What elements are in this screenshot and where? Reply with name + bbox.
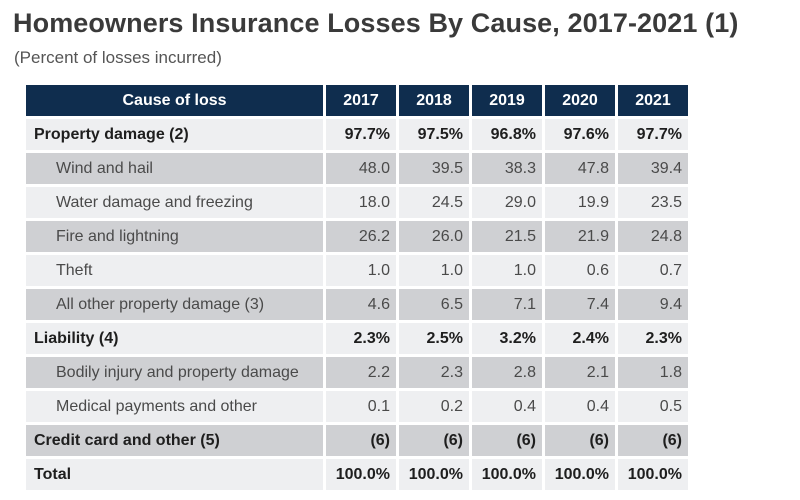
column-header-year: 2020 <box>545 85 615 116</box>
row-value-cell: 2.4% <box>545 323 615 354</box>
table-header-row: Cause of loss 2017 2018 2019 2020 2021 <box>26 85 688 116</box>
row-value-cell: 7.4 <box>545 289 615 320</box>
row-value-cell: 100.0% <box>399 459 469 490</box>
row-value-cell: 2.5% <box>399 323 469 354</box>
row-value-cell: 2.1 <box>545 357 615 388</box>
row-value-cell: 97.6% <box>545 119 615 150</box>
row-value-cell: 97.5% <box>399 119 469 150</box>
row-value-cell: 2.3% <box>326 323 396 354</box>
row-label: Wind and hail <box>26 153 323 184</box>
row-label: Credit card and other (5) <box>26 425 323 456</box>
row-value-cell: 96.8% <box>472 119 542 150</box>
row-value-cell: 23.5 <box>618 187 688 218</box>
table-row: Water damage and freezing 18.0 24.5 29.0 19.… <box>26 187 688 218</box>
row-value-cell: 39.5 <box>399 153 469 184</box>
row-value-cell: (6) <box>618 425 688 456</box>
row-value-cell: 19.9 <box>545 187 615 218</box>
row-value-cell: 1.8 <box>618 357 688 388</box>
row-value-cell: 0.4 <box>545 391 615 422</box>
row-label: Fire and lightning <box>26 221 323 252</box>
row-value-cell: (6) <box>326 425 396 456</box>
row-label: Medical payments and other <box>26 391 323 422</box>
row-value-cell: 0.4 <box>472 391 542 422</box>
column-header-year: 2017 <box>326 85 396 116</box>
row-value-cell: 100.0% <box>545 459 615 490</box>
row-value-cell: 1.0 <box>399 255 469 286</box>
row-value-cell: 24.5 <box>399 187 469 218</box>
row-value-cell: 100.0% <box>472 459 542 490</box>
row-value-cell: 29.0 <box>472 187 542 218</box>
losses-table: Cause of loss 2017 2018 2019 2020 2021 P… <box>23 82 691 493</box>
row-label: Bodily injury and property damage <box>26 357 323 388</box>
row-value-cell: (6) <box>399 425 469 456</box>
row-value-cell: (6) <box>545 425 615 456</box>
table-row: Fire and lightning 26.2 26.0 21.5 21.9 24.8 <box>26 221 688 252</box>
row-value-cell: 18.0 <box>326 187 396 218</box>
row-label: Liability (4) <box>26 323 323 354</box>
row-value-cell: 21.5 <box>472 221 542 252</box>
row-value-cell: 47.8 <box>545 153 615 184</box>
row-value-cell: 7.1 <box>472 289 542 320</box>
page-subtitle: (Percent of losses incurred) <box>14 48 222 67</box>
row-label: All other property damage (3) <box>26 289 323 320</box>
table-row: Theft 1.0 1.0 1.0 0.6 0.7 <box>26 255 688 286</box>
row-value-cell: 4.6 <box>326 289 396 320</box>
row-value-cell: 6.5 <box>399 289 469 320</box>
row-value-cell: 0.6 <box>545 255 615 286</box>
row-label: Water damage and freezing <box>26 187 323 218</box>
row-label: Total <box>26 459 323 490</box>
row-value-cell: 97.7% <box>326 119 396 150</box>
table-row: Medical payments and other 0.1 0.2 0.4 0.4 0.… <box>26 391 688 422</box>
table-row: Bodily injury and property damage 2.2 2.3 2… <box>26 357 688 388</box>
row-value-cell: 2.8 <box>472 357 542 388</box>
row-value-cell: 21.9 <box>545 221 615 252</box>
row-value-cell: 2.3 <box>399 357 469 388</box>
row-value-cell: 48.0 <box>326 153 396 184</box>
row-value-cell: (6) <box>472 425 542 456</box>
row-label: Theft <box>26 255 323 286</box>
page-title: Homeowners Insurance Losses By Cause, 20… <box>13 8 739 38</box>
row-value-cell: 3.2% <box>472 323 542 354</box>
table-row: Total 100.0% 100.0% 100.0% 100.0% 100.0% <box>26 459 688 490</box>
row-value-cell: 1.0 <box>472 255 542 286</box>
row-value-cell: 100.0% <box>618 459 688 490</box>
row-value-cell: 0.7 <box>618 255 688 286</box>
table-row: All other property damage (3) 4.6 6.5 7.1 7.… <box>26 289 688 320</box>
column-header-year: 2021 <box>618 85 688 116</box>
row-value-cell: 1.0 <box>326 255 396 286</box>
table-row: Liability (4) 2.3% 2.5% 3.2% 2.4% 2.3% <box>26 323 688 354</box>
row-value-cell: 26.2 <box>326 221 396 252</box>
row-value-cell: 2.3% <box>618 323 688 354</box>
column-header-year: 2018 <box>399 85 469 116</box>
table-row: Wind and hail 48.0 39.5 38.3 47.8 39.4 <box>26 153 688 184</box>
column-header-year: 2019 <box>472 85 542 116</box>
row-value-cell: 39.4 <box>618 153 688 184</box>
row-value-cell: 26.0 <box>399 221 469 252</box>
row-value-cell: 9.4 <box>618 289 688 320</box>
row-value-cell: 97.7% <box>618 119 688 150</box>
column-header-cause: Cause of loss <box>26 85 323 116</box>
row-value-cell: 0.2 <box>399 391 469 422</box>
row-label: Property damage (2) <box>26 119 323 150</box>
row-value-cell: 100.0% <box>326 459 396 490</box>
row-value-cell: 0.5 <box>618 391 688 422</box>
row-value-cell: 0.1 <box>326 391 396 422</box>
table-row: Credit card and other (5) (6) (6) (6) (6) (6) <box>26 425 688 456</box>
row-value-cell: 2.2 <box>326 357 396 388</box>
table-body: Property damage (2) 97.7% 97.5% 96.8% 97.6% 9… <box>26 119 688 490</box>
row-value-cell: 38.3 <box>472 153 542 184</box>
row-value-cell: 24.8 <box>618 221 688 252</box>
table-row: Property damage (2) 97.7% 97.5% 96.8% 97.6% 9… <box>26 119 688 150</box>
